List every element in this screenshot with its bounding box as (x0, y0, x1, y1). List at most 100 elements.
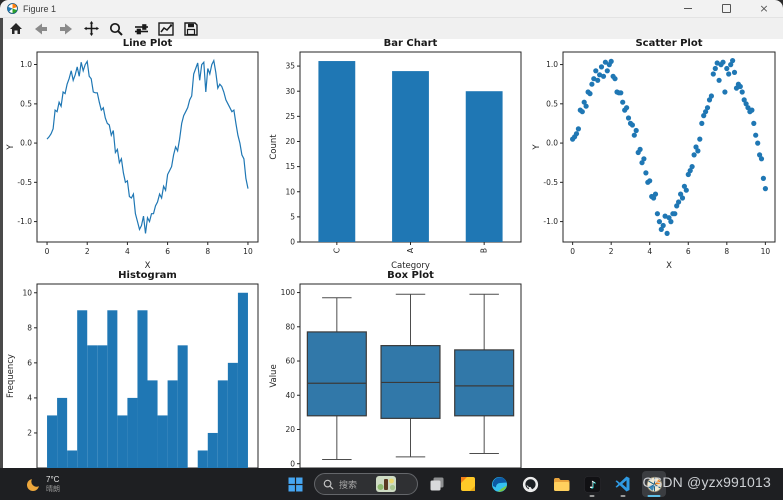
edge-icon (491, 476, 507, 492)
svg-text:Scatter Plot: Scatter Plot (635, 38, 702, 49)
minimize-button[interactable] (669, 0, 707, 17)
matplotlib-figure-icon (646, 476, 662, 492)
svg-text:Category: Category (391, 261, 430, 271)
svg-text:6: 6 (686, 247, 691, 256)
taskbar: 7°C 晴朗 搜索 (0, 468, 783, 500)
vscode-icon (615, 476, 630, 492)
svg-text:♪: ♪ (589, 480, 595, 491)
svg-text:2: 2 (27, 429, 32, 438)
svg-text:4: 4 (27, 394, 32, 403)
svg-text:8: 8 (205, 247, 210, 256)
svg-text:1.0: 1.0 (20, 60, 32, 69)
svg-text:0.0: 0.0 (20, 139, 32, 148)
tiktok-icon: ♪ ♪ (583, 475, 601, 493)
svg-text:0.5: 0.5 (20, 99, 32, 108)
search-highlight-thumbnail (376, 476, 397, 492)
weather-condition: 晴朗 (46, 485, 60, 493)
tiktok-button[interactable]: ♪ ♪ (580, 471, 604, 497)
window-title: Figure 1 (23, 3, 57, 14)
svg-text:-1.0: -1.0 (17, 217, 32, 226)
active-indicator (647, 494, 661, 497)
svg-text:2: 2 (85, 247, 90, 256)
svg-text:2: 2 (609, 247, 614, 256)
maximize-button[interactable] (707, 0, 745, 17)
weather-widget[interactable]: 7°C 晴朗 (26, 471, 60, 497)
svg-text:Bar Chart: Bar Chart (384, 38, 438, 49)
svg-text:4: 4 (125, 247, 130, 256)
svg-text:10: 10 (285, 187, 295, 196)
svg-text:8: 8 (724, 247, 729, 256)
svg-text:0: 0 (290, 238, 295, 247)
weather-temp: 7°C (46, 474, 60, 484)
save-icon[interactable] (183, 21, 199, 37)
svg-text:C: C (332, 248, 341, 253)
running-indicator (589, 495, 595, 497)
svg-text:100: 100 (281, 288, 296, 297)
svg-text:10: 10 (22, 288, 32, 297)
svg-text:6: 6 (27, 358, 32, 367)
window-left-edge (0, 18, 3, 468)
vscode-button[interactable] (611, 471, 635, 497)
svg-text:10: 10 (243, 247, 253, 256)
title-bar: Figure 1 × (0, 0, 783, 18)
matplotlib-toolbar (0, 18, 783, 39)
back-icon[interactable] (33, 21, 49, 37)
subplot-line-plot: Line Plot Y X -1.0 -0.5 0.0 0.5 1.0 0 2 4 6 8 10 (6, 38, 259, 271)
svg-text:-0.5: -0.5 (543, 178, 558, 187)
github-button[interactable] (518, 471, 542, 497)
svg-text:0: 0 (290, 459, 295, 468)
svg-text:Y: Y (6, 144, 16, 151)
close-button[interactable]: × (759, 2, 769, 15)
github-icon (522, 476, 538, 492)
file-explorer-icon (553, 477, 569, 491)
svg-text:-1.0: -1.0 (543, 217, 558, 226)
svg-text:B: B (480, 248, 489, 253)
task-view-icon (430, 477, 444, 491)
svg-text:0: 0 (570, 247, 575, 256)
svg-text:-0.5: -0.5 (17, 178, 32, 187)
sticky-notes-icon (461, 477, 475, 491)
zoom-icon[interactable] (108, 21, 124, 37)
svg-text:Y: Y (532, 144, 542, 151)
subplot-scatter-plot: Scatter Plot Y X -1.0 -0.5 0.0 0.5 1.0 0 2 4 6 8 10 (532, 38, 776, 271)
svg-text:40: 40 (285, 391, 295, 400)
svg-text:80: 80 (285, 322, 295, 331)
svg-text:A: A (406, 247, 415, 253)
svg-text:10: 10 (761, 247, 771, 256)
svg-text:30: 30 (285, 87, 295, 96)
svg-text:15: 15 (285, 162, 295, 171)
svg-text:X: X (145, 261, 151, 271)
svg-text:60: 60 (285, 357, 295, 366)
forward-icon[interactable] (58, 21, 74, 37)
task-view-button[interactable] (425, 471, 449, 497)
file-explorer-button[interactable] (549, 471, 573, 497)
csdn-watermark: CSDN @yzx991013 (642, 474, 771, 490)
svg-text:20: 20 (285, 137, 295, 146)
figure-canvas[interactable]: Line Plot Y X -1.0 -0.5 0.0 0.5 1.0 0 2 4 6 8 10 Bar C… (0, 38, 783, 500)
svg-text:1.0: 1.0 (546, 60, 558, 69)
svg-text:0.0: 0.0 (546, 139, 558, 148)
start-button[interactable] (283, 471, 307, 497)
search-icon (323, 479, 334, 490)
windows-logo-icon (288, 477, 302, 491)
moon-icon (27, 476, 41, 491)
search-box[interactable]: 搜索 (314, 473, 418, 495)
svg-text:6: 6 (165, 247, 170, 256)
subplot-box-plot: Box Plot Value 0 20 40 60 80 100 (269, 270, 522, 469)
configure-subplots-icon[interactable] (133, 21, 149, 37)
search-placeholder: 搜索 (339, 479, 358, 490)
pan-icon[interactable] (83, 21, 99, 37)
edit-axes-icon[interactable] (158, 21, 174, 37)
edge-browser-button[interactable] (487, 471, 511, 497)
svg-text:5: 5 (290, 212, 295, 221)
subplot-bar-chart: Bar Chart Count Category 0 5 10 15 20 25 30 35 C A B (269, 38, 522, 271)
svg-text:Histogram: Histogram (118, 270, 177, 281)
matplotlib-logo-icon (7, 3, 18, 14)
svg-text:Count: Count (269, 134, 279, 160)
svg-text:♪: ♪ (590, 480, 596, 491)
svg-text:8: 8 (27, 323, 32, 332)
matplotlib-figure-button-active[interactable] (642, 471, 666, 497)
sticky-notes-button[interactable] (456, 471, 480, 497)
home-icon[interactable] (8, 21, 24, 37)
